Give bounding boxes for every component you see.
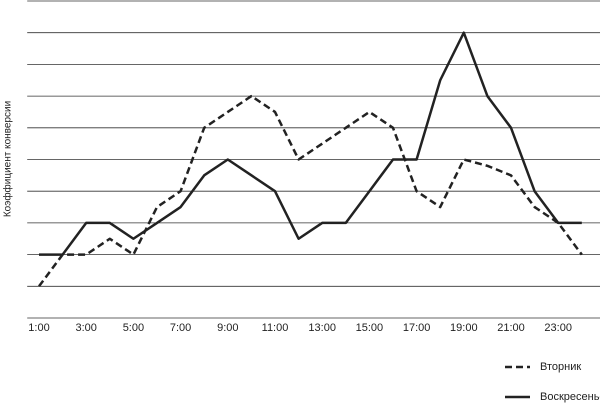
x-tick-label: 7:00 [170, 322, 191, 334]
x-tick-label: 17:00 [403, 322, 431, 334]
legend-label: Вторник [540, 361, 581, 373]
x-tick-label: 21:00 [497, 322, 525, 334]
x-tick-label: 3:00 [75, 322, 96, 334]
line [39, 31, 582, 256]
x-tick-label: 19:00 [450, 322, 478, 334]
x-tick-label: 5:00 [123, 322, 144, 334]
x-tick-label: 1:00 [28, 322, 49, 334]
y-axis-label: Коэффициент конверсии [2, 101, 14, 217]
x-tick-label: 15:00 [356, 322, 384, 334]
line [37, 94, 583, 288]
x-tick-label: 13:00 [308, 322, 336, 334]
x-tick-label: 9:00 [217, 322, 238, 334]
x-tick-label: 23:00 [544, 322, 572, 334]
legend-label: Воскресенье [540, 391, 600, 403]
x-tick-label: 11:00 [262, 322, 289, 334]
